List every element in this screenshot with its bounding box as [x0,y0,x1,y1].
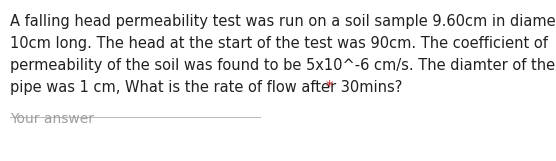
Text: Your answer: Your answer [10,112,94,126]
Text: pipe was 1 cm, What is the rate of flow after 30mins?: pipe was 1 cm, What is the rate of flow … [10,80,407,95]
Text: A falling head permeability test was run on a soil sample 9.60cm in diameter and: A falling head permeability test was run… [10,14,556,29]
Text: 10cm long. The head at the start of the test was 90cm. The coefficient of: 10cm long. The head at the start of the … [10,36,548,51]
Text: *: * [326,80,333,95]
Text: permeability of the soil was found to be 5x10^-6 cm/s. The diamter of the stand: permeability of the soil was found to be… [10,58,556,73]
